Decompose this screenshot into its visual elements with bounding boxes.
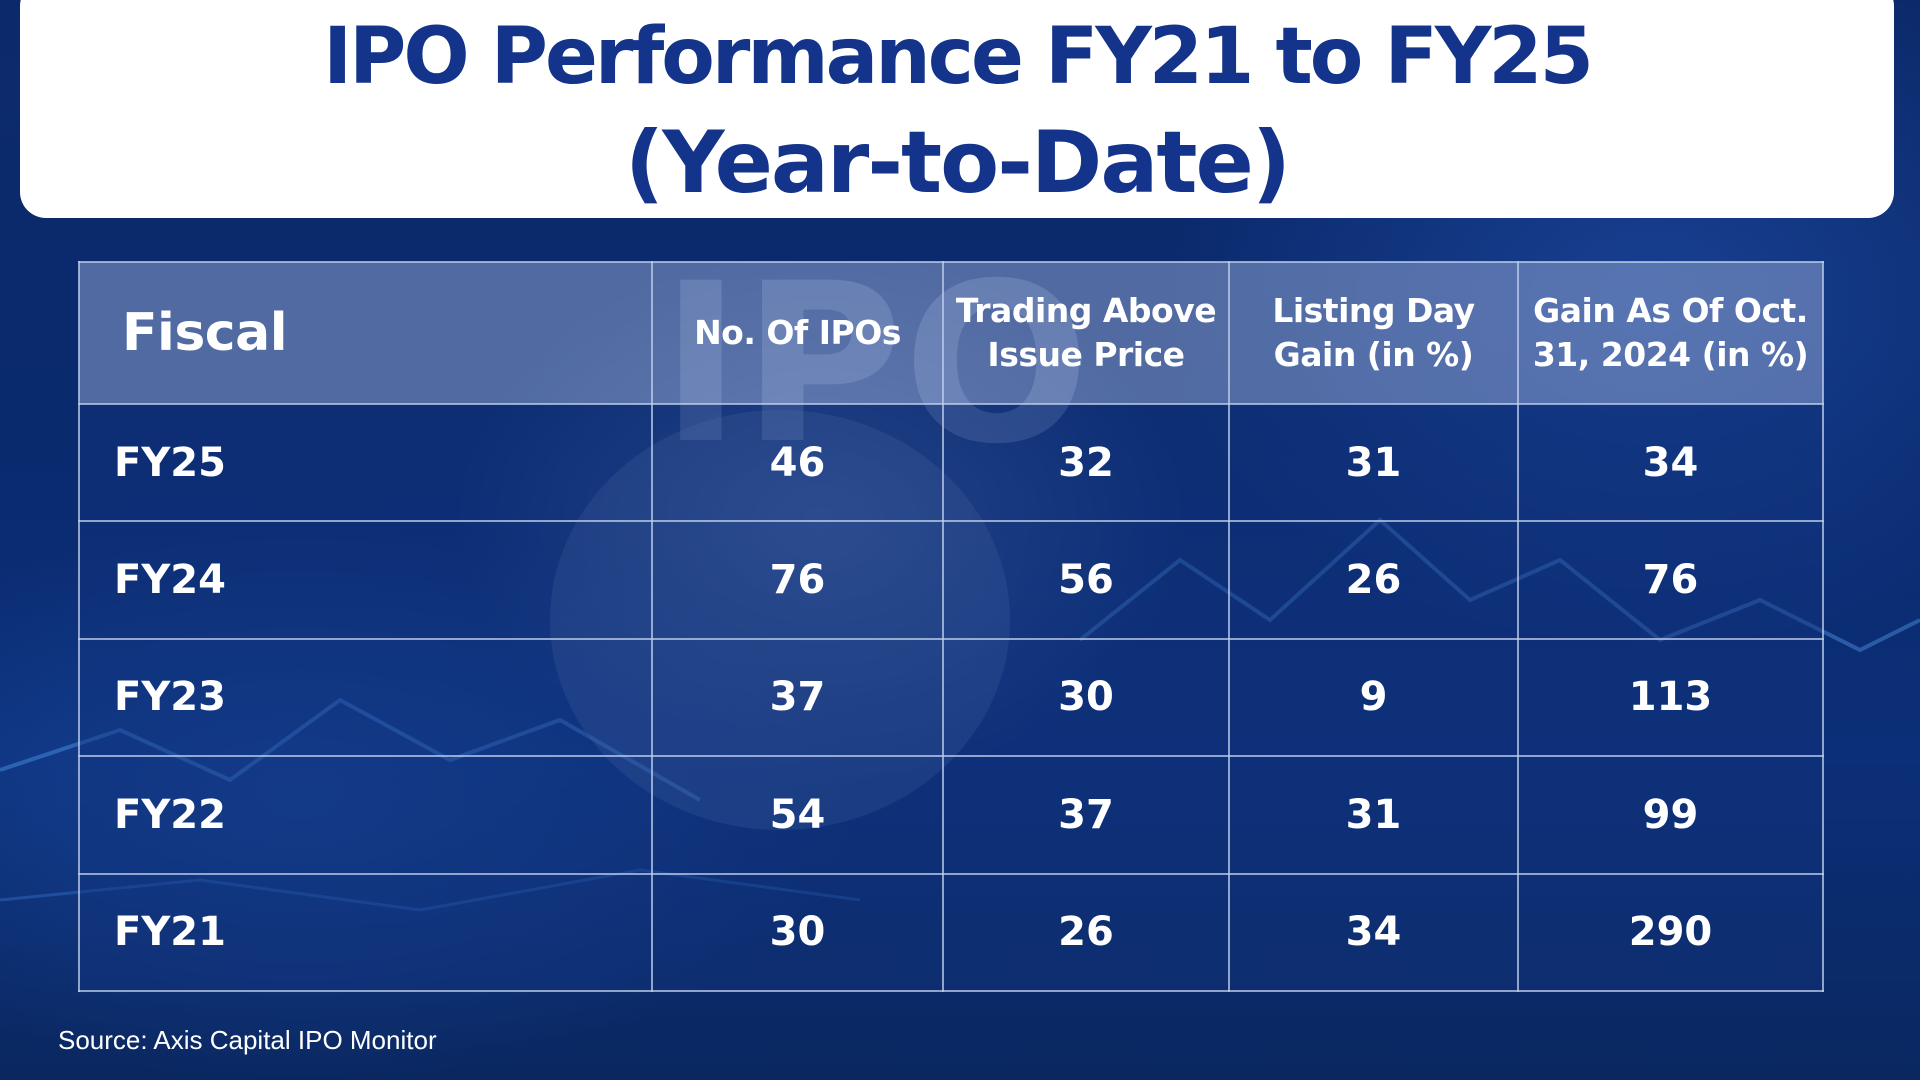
header-gain-oct-31: Gain As Of Oct. 31, 2024 (in %) xyxy=(1517,261,1824,405)
cell-trading-above: 30 xyxy=(942,637,1230,758)
cell-trading-above: 32 xyxy=(942,402,1230,523)
cell-num-ipos: 46 xyxy=(651,402,944,523)
cell-trading-above: 26 xyxy=(942,872,1230,993)
cell-listing-gain: 26 xyxy=(1228,520,1519,640)
title-card xyxy=(20,0,1894,218)
header-trading-above-line1: Trading Above xyxy=(955,291,1217,330)
cell-num-ipos: 54 xyxy=(651,755,944,875)
ipo-performance-table: Fiscal No. Of IPOs Trading Above Issue P… xyxy=(78,261,1824,993)
cell-gain-oct: 290 xyxy=(1517,872,1824,993)
cell-num-ipos: 37 xyxy=(651,637,944,758)
cell-fiscal: FY25 xyxy=(78,402,653,523)
cell-listing-gain: 34 xyxy=(1228,872,1519,993)
table-header-row: Fiscal No. Of IPOs Trading Above Issue P… xyxy=(78,261,1824,405)
cell-trading-above: 37 xyxy=(942,755,1230,875)
source-note: Source: Axis Capital IPO Monitor xyxy=(58,1025,437,1055)
cell-listing-gain: 31 xyxy=(1228,755,1519,875)
header-gain-oct-line2: 31, 2024 (in %) xyxy=(1532,335,1809,374)
table-row: FY23 37 30 9 113 xyxy=(78,637,1824,758)
cell-listing-gain: 31 xyxy=(1228,402,1519,523)
table-row: FY24 76 56 26 76 xyxy=(78,520,1824,640)
ipo-table-container: Fiscal No. Of IPOs Trading Above Issue P… xyxy=(78,261,1824,993)
header-num-ipos: No. Of IPOs xyxy=(651,261,944,405)
title-line-1: IPO Performance FY21 to FY25 xyxy=(323,12,1594,102)
title-line-2: (Year-to-Date) xyxy=(624,113,1291,213)
cell-gain-oct: 99 xyxy=(1517,755,1824,875)
cell-trading-above: 56 xyxy=(942,520,1230,640)
cell-fiscal: FY23 xyxy=(78,637,653,758)
cell-fiscal: FY21 xyxy=(78,872,653,993)
cell-fiscal: FY24 xyxy=(78,520,653,640)
table-row: FY21 30 26 34 290 xyxy=(78,872,1824,993)
cell-fiscal: FY22 xyxy=(78,755,653,875)
header-trading-above-issue: Trading Above Issue Price xyxy=(942,261,1230,405)
cell-gain-oct: 113 xyxy=(1517,637,1824,758)
header-listing-gain-line2: Gain (in %) xyxy=(1273,335,1474,374)
cell-num-ipos: 30 xyxy=(651,872,944,993)
cell-gain-oct: 34 xyxy=(1517,402,1824,523)
header-listing-gain-line1: Listing Day xyxy=(1272,291,1475,330)
header-listing-day-gain: Listing Day Gain (in %) xyxy=(1228,261,1519,405)
cell-num-ipos: 76 xyxy=(651,520,944,640)
header-trading-above-line2: Issue Price xyxy=(987,335,1185,374)
table-row: FY22 54 37 31 99 xyxy=(78,755,1824,875)
table-row: FY25 46 32 31 34 xyxy=(78,402,1824,523)
header-gain-oct-line1: Gain As Of Oct. xyxy=(1533,291,1808,330)
header-fiscal: Fiscal xyxy=(78,261,653,405)
cell-listing-gain: 9 xyxy=(1228,637,1519,758)
page-title: IPO Performance FY21 to FY25 (Year-to-Da… xyxy=(20,0,1894,218)
cell-gain-oct: 76 xyxy=(1517,520,1824,640)
